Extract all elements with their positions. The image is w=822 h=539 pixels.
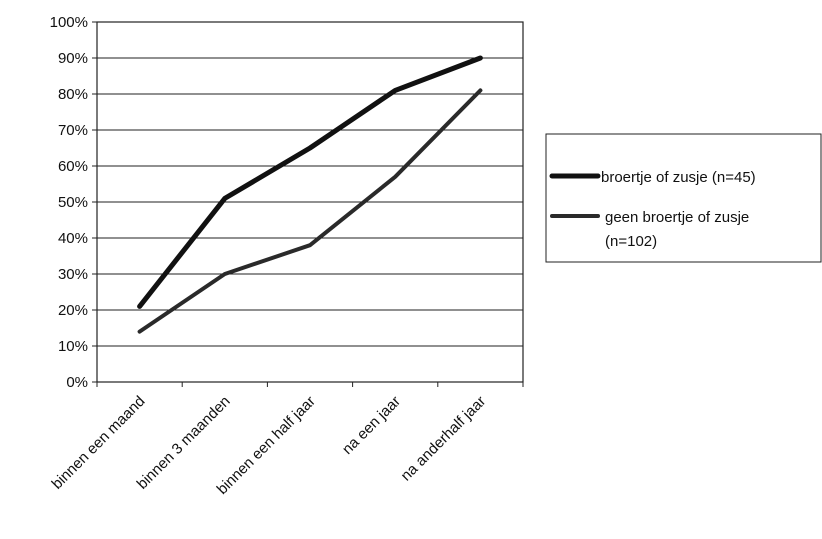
x-category-label: na anderhalf jaar	[398, 393, 490, 485]
x-category-label: binnen een maand	[49, 393, 149, 493]
y-tick-label: 70%	[58, 122, 88, 139]
y-tick-label: 20%	[58, 302, 88, 319]
y-tick-label: 10%	[58, 338, 88, 355]
y-tick-label: 50%	[58, 194, 88, 211]
y-tick-label: 30%	[58, 266, 88, 283]
y-tick-label: 0%	[66, 374, 88, 391]
y-tick-labels: 0% 10% 20% 30% 40% 50% 60% 70% 80% 90% 100%	[50, 14, 88, 391]
x-category-label: binnen 3 maanden	[134, 393, 234, 493]
x-category-label: na een jaar	[339, 393, 404, 458]
y-tick-label: 80%	[58, 86, 88, 103]
legend-label-2: geen broertje of zusje (n=102)	[605, 209, 749, 250]
y-tick-label: 90%	[58, 50, 88, 67]
axes	[92, 21, 524, 387]
series-lines	[137, 55, 483, 334]
legend-label-1: broertje of zusje (n=45)	[601, 169, 756, 186]
y-tick-label: 40%	[58, 230, 88, 247]
series-line-2	[137, 88, 483, 334]
y-tick-label: 60%	[58, 158, 88, 175]
y-tick-label: 100%	[50, 14, 88, 31]
legend: broertje of zusje (n=45) geen broertje of…	[545, 133, 822, 263]
legend-box	[545, 133, 822, 263]
series-line-1	[137, 55, 483, 309]
grid-lines	[97, 57, 523, 347]
